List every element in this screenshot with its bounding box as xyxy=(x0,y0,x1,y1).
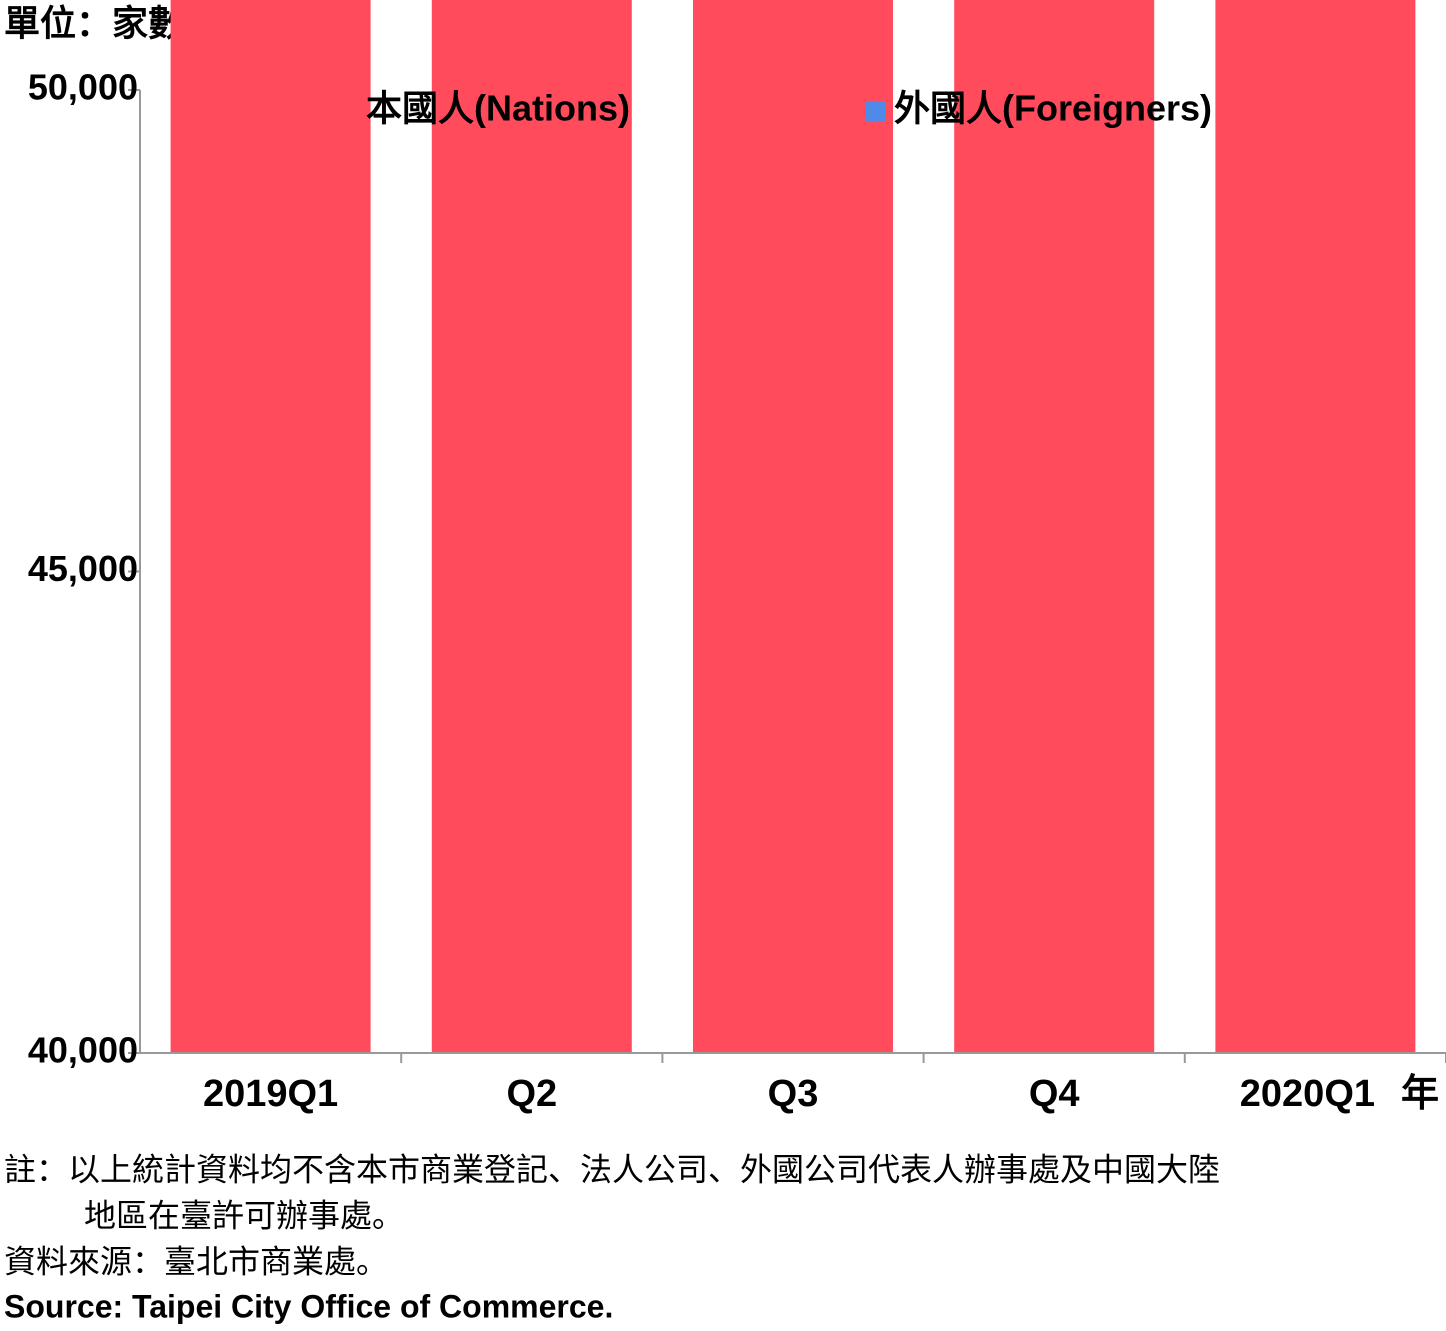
x-tick-label: Q4 xyxy=(1029,1073,1080,1115)
bar-segment xyxy=(170,0,371,1053)
legend-swatch xyxy=(866,102,886,122)
bar-segment xyxy=(954,0,1155,1054)
x-axis-label: 年 xyxy=(1401,1073,1439,1115)
bar-segment xyxy=(431,0,632,1053)
bar-segment xyxy=(1215,0,1416,1053)
note: 註：以上統計資料均不含本市商業登記、法人公司、外國公司代表人辦事處及中國大陸 xyxy=(4,1151,1220,1187)
source: Source: Taipei City Office of Commerce. xyxy=(4,1288,613,1324)
y-tick-label: 40,000 xyxy=(28,1030,138,1071)
note: 地區在臺許可辦事處。 xyxy=(84,1197,404,1233)
legend-label: 本國人(Nations) xyxy=(366,88,630,129)
x-tick-label: 2019Q1 xyxy=(203,1073,338,1115)
x-tick-label: Q2 xyxy=(506,1073,557,1115)
legend-label: 外國人(Foreigners) xyxy=(894,88,1212,129)
note: 資料來源：臺北市商業處。 xyxy=(4,1243,388,1279)
y-tick-label: 50,000 xyxy=(28,67,138,108)
x-tick-label: 2020Q1 xyxy=(1240,1073,1375,1115)
y-tick-label: 45,000 xyxy=(28,548,138,589)
bar-segment xyxy=(693,0,893,1053)
legend-swatch xyxy=(338,102,358,122)
x-tick-label: Q3 xyxy=(768,1073,819,1115)
